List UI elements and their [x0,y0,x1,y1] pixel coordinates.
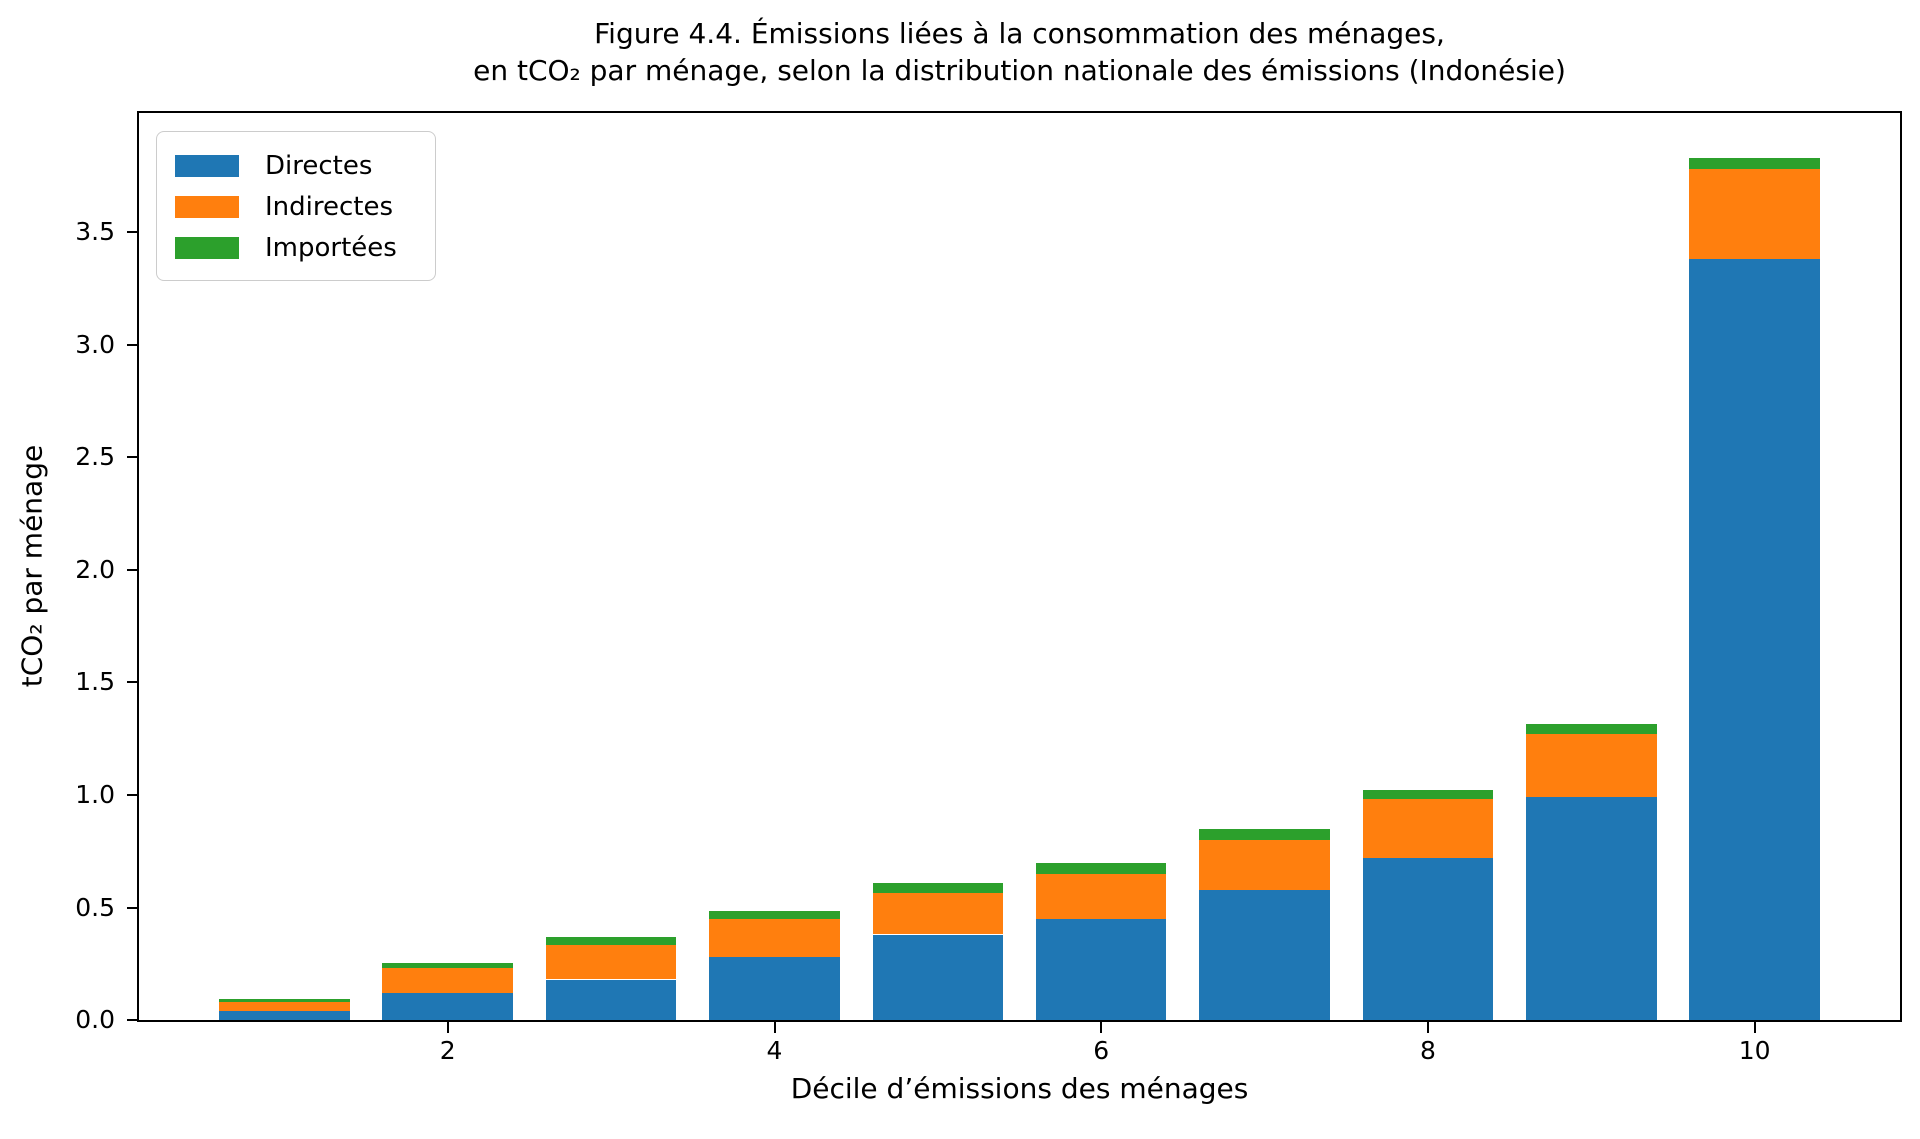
bar-decile-4-importees [709,910,840,919]
legend-label-directes: Directes [265,150,373,181]
y-tick-label-1.5: 1.5 [75,667,115,697]
legend-label-indirectes: Indirectes [265,191,394,222]
bar-decile-6-directes [1035,918,1167,1020]
bar-decile-6-importees [1035,862,1167,874]
bar-decile-10-importees [1689,158,1820,170]
bar-decile-10-directes [1689,259,1820,1020]
chart-title-line1: Figure 4.4. Émissions liées à la consomm… [594,17,1445,50]
legend-swatch-indirectes [175,195,239,218]
bar-decile-2-indirectes [382,968,514,993]
x-tick-mark-4 [773,1021,776,1033]
y-tick-mark-3.5 [127,231,139,234]
bar-decile-8-indirectes [1362,799,1494,858]
bar-decile-8-directes [1362,858,1494,1020]
legend-item-directes: Directes [175,145,417,186]
bar-decile-7-importees [1199,828,1330,840]
legend-item-importees: Importées [175,227,417,268]
bar-decile-1-importees [219,998,350,1002]
bar-decile-1-indirectes [219,1002,350,1011]
y-axis-label: tCO₂ par ménage [15,444,49,688]
bar-decile-10-indirectes [1689,169,1820,260]
bar-decile-1-directes [219,1011,350,1020]
bar-decile-7-directes [1199,889,1330,1020]
bar-decile-6-indirectes [1035,873,1167,919]
x-tick-mark-8 [1426,1021,1429,1033]
y-tick-label-3.5: 3.5 [75,217,115,247]
legend-swatch-directes [175,154,239,177]
y-tick-label-2.0: 2.0 [75,554,115,584]
bar-decile-4-indirectes [709,918,840,957]
bar-decile-9-indirectes [1525,734,1657,798]
legend: Directes Indirectes Importées [156,131,436,281]
bar-decile-3-importees [545,936,677,945]
bar-decile-2-importees [382,962,514,969]
y-tick-mark-2.5 [127,456,139,459]
x-tick-label-6: 6 [1093,1036,1110,1065]
y-tick-label-0.0: 0.0 [75,1005,115,1034]
x-tick-label-8: 8 [1419,1036,1436,1065]
y-tick-label-2.5: 2.5 [75,442,115,472]
y-tick-mark-0.5 [127,906,139,909]
legend-item-indirectes: Indirectes [175,186,417,227]
bar-decile-8-importees [1362,790,1494,800]
x-tick-mark-10 [1753,1021,1756,1033]
x-tick-mark-6 [1100,1021,1103,1033]
legend-swatch-importees [175,236,239,259]
chart-title-line2: en tCO₂ par ménage, selon la distributio… [473,54,1566,87]
y-tick-mark-1.5 [127,681,139,684]
y-tick-mark-2.0 [127,568,139,571]
x-tick-label-10: 10 [1738,1036,1771,1065]
bar-decile-2-directes [382,993,514,1020]
bar-decile-3-directes [545,979,677,1020]
x-axis-label: Décile d’émissions des ménages [790,1072,1249,1105]
bar-decile-9-directes [1525,797,1657,1020]
bar-decile-5-indirectes [872,892,1004,935]
y-tick-label-1.0: 1.0 [75,779,115,809]
x-tick-label-4: 4 [766,1036,783,1065]
bar-decile-5-importees [872,882,1004,893]
bar-decile-5-directes [872,934,1004,1020]
x-tick-mark-2 [446,1021,449,1033]
y-tick-mark-1.0 [127,793,139,796]
chart-title: Figure 4.4. Émissions liées à la consomm… [139,15,1900,89]
bar-decile-4-directes [709,957,840,1020]
y-tick-label-0.5: 0.5 [75,892,115,922]
plot-frame [137,111,1902,1022]
legend-label-importees: Importées [265,232,397,263]
y-tick-mark-0.0 [127,1019,139,1021]
x-tick-label-2: 2 [439,1036,456,1065]
bar-decile-9-importees [1525,724,1657,735]
bar-decile-7-indirectes [1199,840,1330,890]
y-tick-mark-3.0 [127,343,139,346]
y-tick-label-3.0: 3.0 [75,329,115,359]
bar-decile-3-indirectes [545,944,677,980]
